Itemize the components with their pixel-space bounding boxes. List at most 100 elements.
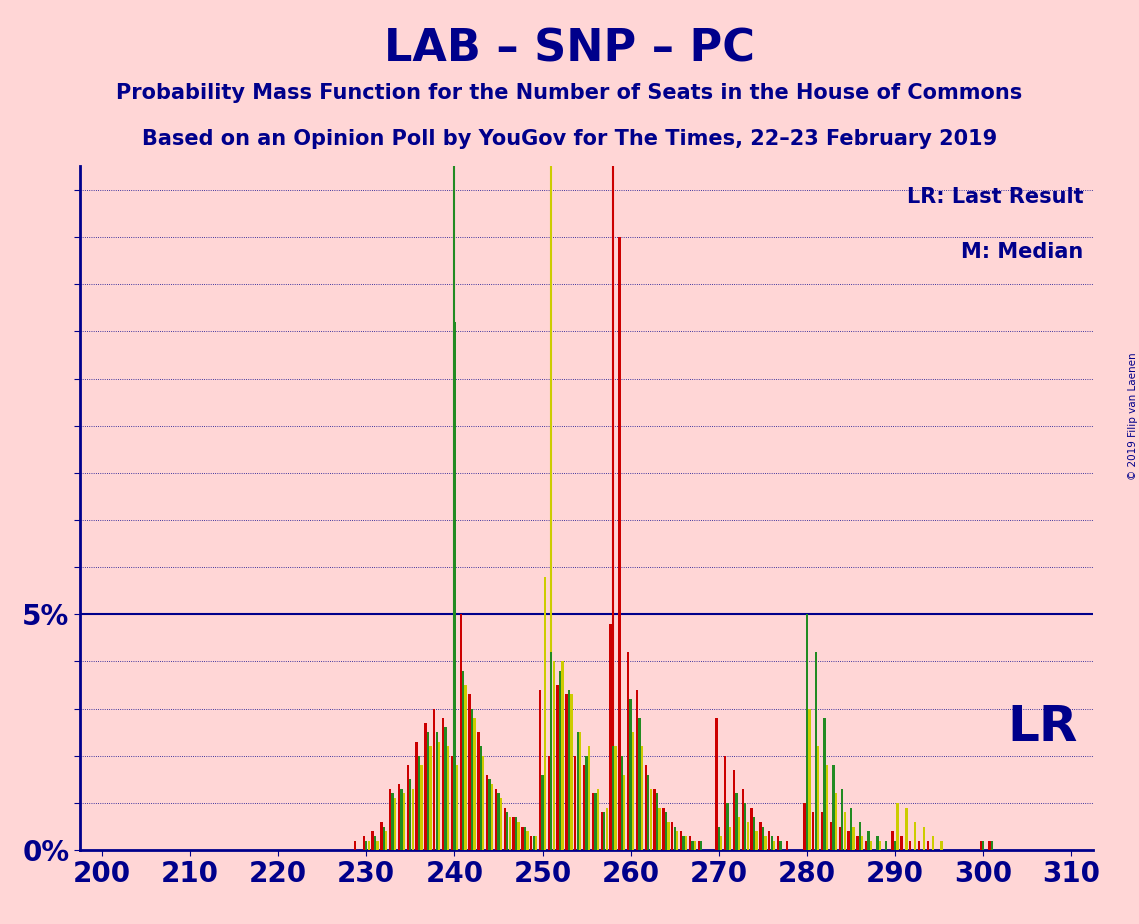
Bar: [982, 841, 984, 850]
Bar: [636, 689, 638, 850]
Bar: [588, 747, 590, 850]
Bar: [682, 836, 685, 850]
Bar: [691, 841, 694, 850]
Text: © 2019 Filip van Laenen: © 2019 Filip van Laenen: [1129, 352, 1138, 480]
Bar: [571, 695, 573, 850]
Bar: [411, 789, 413, 850]
Bar: [429, 747, 432, 850]
Bar: [814, 652, 817, 850]
Bar: [433, 709, 435, 850]
Bar: [805, 614, 809, 850]
Bar: [852, 826, 854, 850]
Bar: [718, 826, 720, 850]
Bar: [626, 652, 630, 850]
Bar: [376, 841, 378, 850]
Bar: [371, 832, 374, 850]
Bar: [768, 832, 770, 850]
Bar: [918, 841, 920, 850]
Bar: [424, 723, 427, 850]
Bar: [579, 732, 581, 850]
Bar: [762, 826, 764, 850]
Bar: [838, 826, 841, 850]
Bar: [876, 836, 878, 850]
Bar: [394, 798, 396, 850]
Bar: [574, 756, 576, 850]
Bar: [442, 718, 444, 850]
Bar: [821, 812, 823, 850]
Bar: [557, 685, 559, 850]
Bar: [658, 808, 661, 850]
Bar: [764, 836, 767, 850]
Bar: [829, 821, 833, 850]
Bar: [474, 718, 476, 850]
Bar: [515, 817, 517, 850]
Bar: [847, 832, 850, 850]
Bar: [524, 826, 526, 850]
Bar: [673, 826, 675, 850]
Bar: [677, 832, 679, 850]
Bar: [732, 770, 735, 850]
Bar: [680, 832, 682, 850]
Bar: [991, 841, 993, 850]
Text: LR: Last Result: LR: Last Result: [907, 187, 1083, 207]
Bar: [715, 718, 718, 850]
Bar: [736, 794, 738, 850]
Bar: [868, 832, 870, 850]
Bar: [503, 808, 506, 850]
Bar: [941, 841, 943, 850]
Bar: [623, 774, 625, 850]
Bar: [403, 794, 405, 850]
Bar: [826, 765, 828, 850]
Bar: [548, 756, 550, 850]
Bar: [630, 699, 632, 850]
Bar: [770, 836, 773, 850]
Bar: [543, 577, 547, 850]
Bar: [385, 832, 387, 850]
Bar: [390, 789, 392, 850]
Bar: [486, 774, 489, 850]
Bar: [407, 765, 409, 850]
Bar: [738, 817, 740, 850]
Bar: [786, 841, 788, 850]
Bar: [656, 794, 658, 850]
Bar: [900, 836, 902, 850]
Bar: [720, 836, 722, 850]
Bar: [753, 817, 755, 850]
Text: M: Median: M: Median: [961, 241, 1083, 261]
Bar: [583, 765, 585, 850]
Bar: [453, 322, 456, 850]
Bar: [435, 732, 437, 850]
Bar: [773, 841, 776, 850]
Bar: [559, 671, 562, 850]
Bar: [354, 841, 357, 850]
Bar: [844, 812, 846, 850]
Bar: [809, 709, 811, 850]
Bar: [665, 812, 667, 850]
Bar: [383, 826, 385, 850]
Bar: [746, 821, 749, 850]
Text: LAB – SNP – PC: LAB – SNP – PC: [384, 28, 755, 71]
Bar: [513, 817, 515, 850]
Bar: [751, 808, 753, 850]
Bar: [850, 808, 852, 850]
Bar: [562, 662, 564, 850]
Bar: [465, 685, 467, 850]
Bar: [861, 836, 863, 850]
Bar: [600, 812, 603, 850]
Bar: [632, 732, 634, 850]
Bar: [597, 789, 599, 850]
Bar: [456, 765, 458, 850]
Bar: [879, 841, 882, 850]
Bar: [647, 774, 649, 850]
Bar: [380, 821, 383, 850]
Bar: [841, 789, 843, 850]
Bar: [896, 803, 899, 850]
Bar: [416, 742, 418, 850]
Bar: [409, 779, 411, 850]
Bar: [392, 794, 394, 850]
Bar: [468, 695, 470, 850]
Bar: [498, 794, 500, 850]
Bar: [817, 747, 819, 850]
Text: Probability Mass Function for the Number of Seats in the House of Commons: Probability Mass Function for the Number…: [116, 83, 1023, 103]
Bar: [685, 836, 687, 850]
